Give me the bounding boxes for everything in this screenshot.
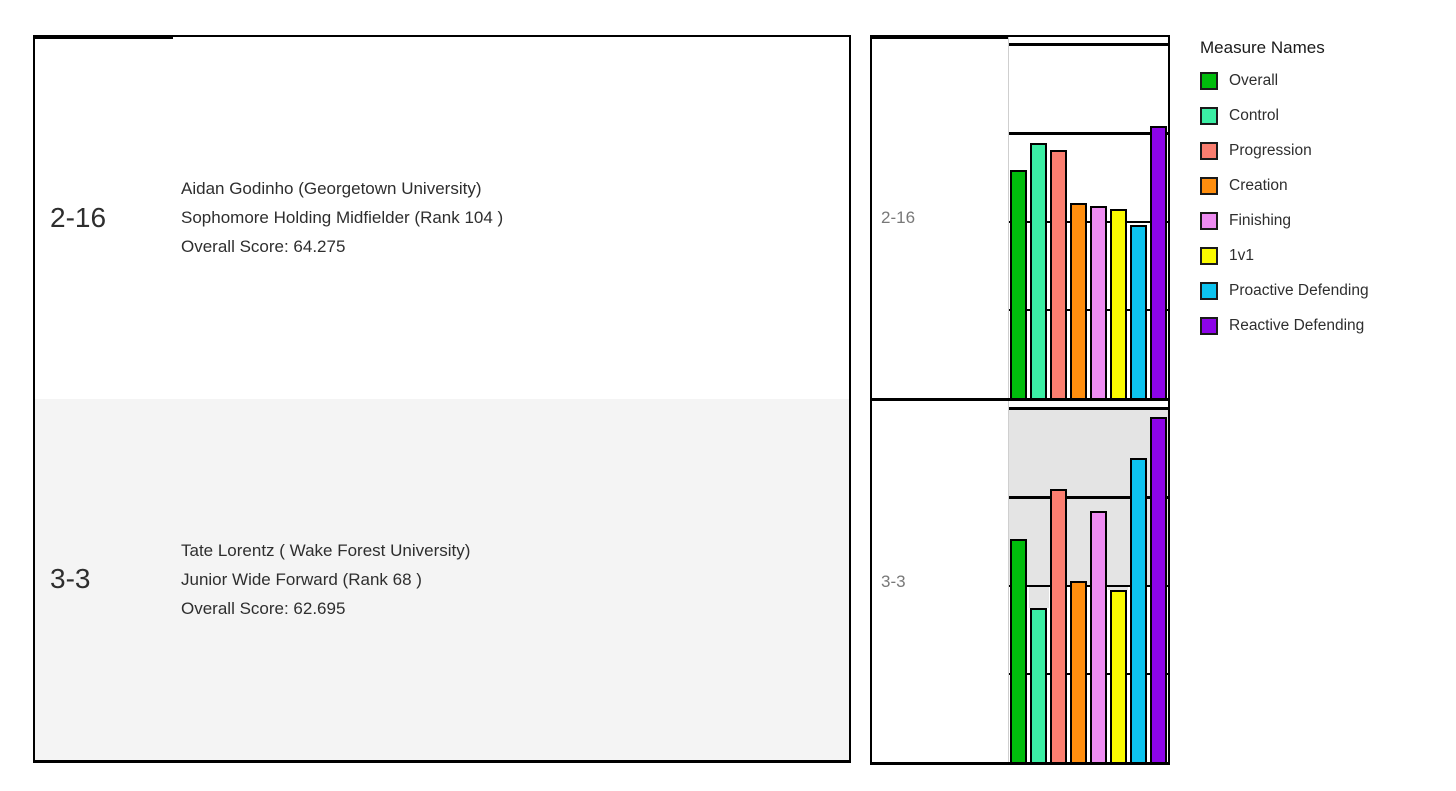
legend-item-label: Reactive Defending xyxy=(1229,317,1365,334)
chart-row-header: 2-16 xyxy=(881,207,916,227)
bar-chart-cell xyxy=(1008,37,1168,398)
legend-swatch-icon xyxy=(1200,177,1218,195)
player-score-line: Overall Score: 62.695 xyxy=(181,598,346,618)
bar-reactive-defending[interactable] xyxy=(1149,416,1167,762)
gridline-25 xyxy=(1009,309,1168,311)
legend-swatch-icon xyxy=(1200,247,1218,265)
legend-items: Overall Control Progression Creation Finishi… xyxy=(1200,72,1369,335)
bar-proactive-defending[interactable] xyxy=(1129,458,1147,762)
bar-proactive-defending[interactable] xyxy=(1129,224,1147,398)
legend-item-label: 1v1 xyxy=(1229,247,1254,264)
legend-item-control[interactable]: Control xyxy=(1200,107,1369,125)
legend-item-progression[interactable]: Progression xyxy=(1200,142,1369,160)
gridline-75 xyxy=(1009,495,1168,499)
legend-swatch-icon xyxy=(1200,212,1218,230)
player-info-cell: Aidan Godinho (Georgetown University) So… xyxy=(181,37,849,399)
legend-item-label: Progression xyxy=(1229,142,1312,159)
legend-item-1v1[interactable]: 1v1 xyxy=(1200,247,1369,265)
reference-band-extension xyxy=(1028,584,1049,608)
bar-control[interactable] xyxy=(1030,143,1048,398)
chart-row: 2-16 xyxy=(872,37,1168,398)
bar-1v1[interactable] xyxy=(1109,589,1127,762)
measures-bar-chart-panel: 2-16 3-3 xyxy=(870,35,1170,765)
legend-swatch-icon xyxy=(1200,72,1218,90)
gridline-100 xyxy=(1009,407,1168,410)
legend-item-creation[interactable]: Creation xyxy=(1200,177,1369,195)
bar-reactive-defending[interactable] xyxy=(1149,125,1167,398)
player-position-line: Junior Wide Forward (Rank 68 ) xyxy=(181,569,422,589)
legend-swatch-icon xyxy=(1200,317,1218,335)
gridline-50 xyxy=(1009,584,1168,587)
bar-chart-cell xyxy=(1008,401,1168,762)
legend-item-finishing[interactable]: Finishing xyxy=(1200,212,1369,230)
legend-item-proactive-defending[interactable]: Proactive Defending xyxy=(1200,282,1369,300)
legend-swatch-icon xyxy=(1200,282,1218,300)
legend-item-label: Proactive Defending xyxy=(1229,282,1369,299)
chart-row-header: 3-3 xyxy=(881,571,906,591)
player-info-table: 2-16 Aidan Godinho (Georgetown Universit… xyxy=(33,35,851,763)
table-row: 3-3 Tate Lorentz ( Wake Forest Universit… xyxy=(35,398,849,761)
gridline-50 xyxy=(1009,220,1168,223)
player-info-cell: Tate Lorentz ( Wake Forest University) J… xyxy=(181,399,849,761)
gridline-100 xyxy=(1009,43,1168,46)
reference-band-extension xyxy=(1108,584,1129,590)
table-row: 2-16 Aidan Godinho (Georgetown Universit… xyxy=(35,37,849,399)
legend-item-label: Control xyxy=(1229,107,1279,124)
player-position-line: Sophomore Holding Midfielder (Rank 104 ) xyxy=(181,208,504,228)
legend-item-reactive-defending[interactable]: Reactive Defending xyxy=(1200,317,1369,335)
legend-item-label: Overall xyxy=(1229,72,1279,89)
player-row-header: 2-16 xyxy=(50,201,107,233)
legend-title: Measure Names xyxy=(1200,38,1325,57)
gridline-75 xyxy=(1009,131,1168,135)
legend-swatch-icon xyxy=(1200,142,1218,160)
player-score-line: Overall Score: 64.275 xyxy=(181,237,346,257)
player-name-line: Aidan Godinho (Georgetown University) xyxy=(181,179,482,199)
legend-item-label: Finishing xyxy=(1229,212,1292,229)
player-name-line: Tate Lorentz ( Wake Forest University) xyxy=(181,540,471,560)
bar-finishing[interactable] xyxy=(1089,206,1107,398)
bar-overall[interactable] xyxy=(1010,539,1028,762)
measure-names-legend: Measure Names Overall Control Progression C… xyxy=(1200,38,1369,352)
gridline-25 xyxy=(1009,673,1168,675)
legend-item-overall[interactable]: Overall xyxy=(1200,72,1369,90)
legend-swatch-icon xyxy=(1200,107,1218,125)
player-row-header: 3-3 xyxy=(50,563,91,595)
bar-progression[interactable] xyxy=(1050,488,1068,762)
bar-creation[interactable] xyxy=(1070,203,1088,398)
bar-creation[interactable] xyxy=(1070,580,1088,762)
bar-progression[interactable] xyxy=(1050,150,1068,398)
bar-finishing[interactable] xyxy=(1089,511,1107,762)
bar-overall[interactable] xyxy=(1010,169,1028,398)
chart-row: 3-3 xyxy=(872,398,1168,762)
bar-1v1[interactable] xyxy=(1109,208,1127,398)
legend-item-label: Creation xyxy=(1229,177,1288,194)
bar-control[interactable] xyxy=(1030,607,1048,762)
